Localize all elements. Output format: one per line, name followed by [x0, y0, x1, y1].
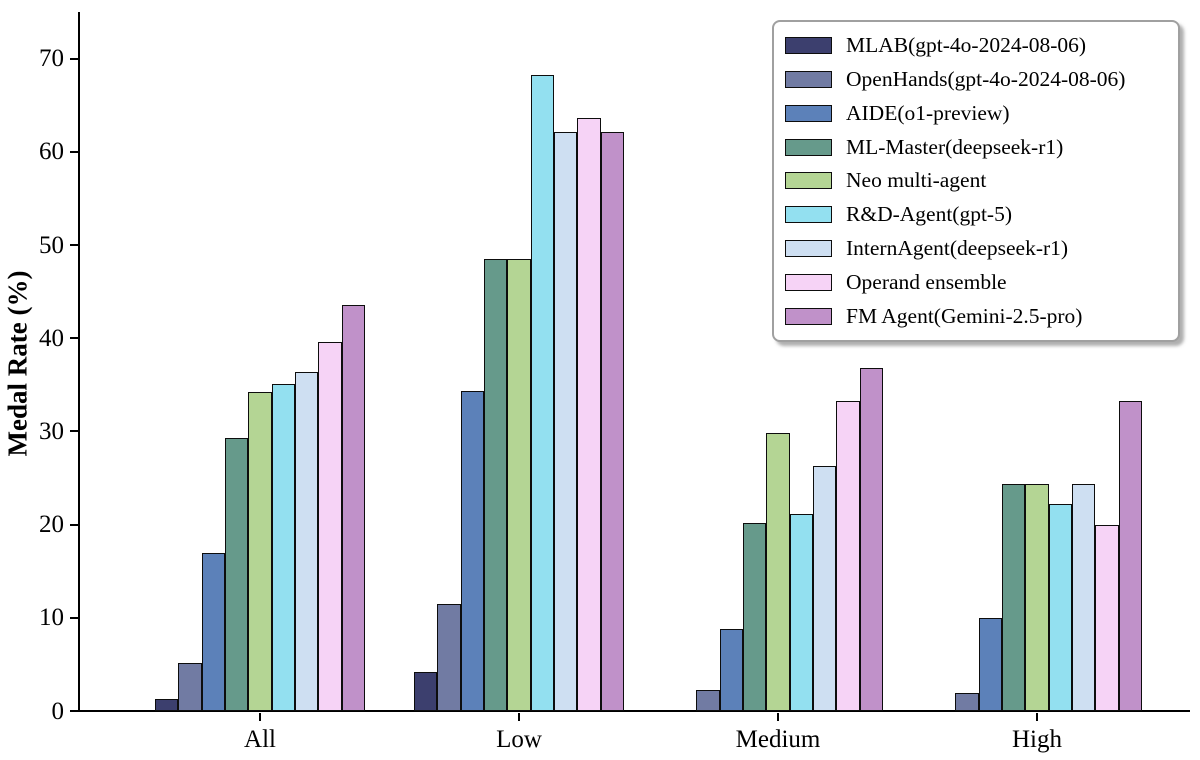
legend-item: Operand ensemble [785, 270, 1170, 295]
legend-label: Operand ensemble [846, 269, 1007, 294]
legend-swatch [785, 71, 832, 89]
bar [719, 628, 744, 711]
bar [294, 371, 319, 711]
legend-swatch [785, 138, 832, 156]
y-tick-mark [70, 57, 78, 60]
legend-item: FM Agent(Gemini-2.5-pro) [785, 304, 1170, 329]
legend-swatch [785, 307, 832, 325]
legend-label: OpenHands(gpt-4o-2024-08-06) [846, 67, 1126, 92]
legend-swatch [785, 172, 832, 190]
x-tick-mark [259, 713, 261, 721]
bar [553, 132, 578, 711]
x-tick-label-all: All [244, 726, 276, 753]
legend-swatch [785, 37, 832, 55]
legend-item: Neo multi-agent [785, 168, 1170, 193]
bar [696, 690, 720, 711]
bar [859, 368, 883, 711]
y-tick-label: 10 [39, 604, 64, 632]
y-tick-mark [70, 150, 78, 153]
legend-swatch [785, 273, 832, 291]
bar [1048, 504, 1072, 711]
legend-item: InternAgent(deepseek-r1) [785, 236, 1170, 261]
bar [530, 75, 554, 711]
y-tick-mark [70, 523, 78, 526]
y-axis-spine [78, 12, 80, 712]
legend-swatch [785, 104, 832, 122]
bar [577, 118, 601, 711]
bar [414, 671, 438, 711]
bar [271, 383, 295, 711]
legend-label: AIDE(o1-preview) [846, 100, 1010, 125]
y-tick-mark [70, 616, 78, 619]
bar [1002, 483, 1026, 711]
y-tick-label: 0 [51, 697, 65, 725]
bar [1095, 524, 1119, 711]
x-tick-label-high: High [1012, 726, 1062, 753]
bar [836, 400, 860, 711]
legend-item: AIDE(o1-preview) [785, 101, 1170, 126]
y-tick-label: 60 [39, 138, 64, 166]
bar [341, 304, 365, 711]
bar [201, 553, 226, 711]
x-tick-label-low: Low [496, 726, 542, 753]
bar [155, 698, 179, 711]
bar [507, 258, 531, 711]
x-tick-mark [777, 713, 779, 721]
bar [600, 132, 624, 711]
legend-item: R&D-Agent(gpt-5) [785, 202, 1170, 227]
legend-label: MLAB(gpt-4o-2024-08-06) [846, 33, 1087, 58]
bar [978, 617, 1003, 711]
legend: MLAB(gpt-4o-2024-08-06) OpenHands(gpt-4o-… [772, 20, 1180, 342]
legend-label: FM Agent(Gemini-2.5-pro) [846, 303, 1083, 328]
bar [789, 514, 813, 711]
y-tick-mark [70, 710, 78, 712]
x-tick-mark [1036, 713, 1038, 721]
legend-item: ML-Master(deepseek-r1) [785, 135, 1170, 160]
y-tick-mark [70, 337, 78, 340]
x-tick-mark [518, 713, 520, 721]
bar [1118, 400, 1142, 711]
bar [1025, 483, 1049, 711]
legend-label: ML-Master(deepseek-r1) [846, 134, 1064, 159]
bar [225, 437, 249, 711]
y-tick-mark [70, 244, 78, 246]
y-tick-label: 40 [39, 324, 64, 352]
legend-swatch [785, 206, 832, 224]
bar [178, 663, 202, 711]
legend-label: R&D-Agent(gpt-5) [846, 202, 1012, 227]
bar [460, 391, 485, 711]
x-axis-spine [78, 710, 1190, 712]
x-tick-label-medium: Medium [735, 726, 821, 753]
bar [955, 693, 979, 711]
bar [812, 465, 837, 711]
y-tick-label: 20 [39, 511, 64, 539]
legend-item: MLAB(gpt-4o-2024-08-06) [785, 33, 1170, 58]
legend-label: InternAgent(deepseek-r1) [846, 235, 1069, 260]
legend-item: OpenHands(gpt-4o-2024-08-06) [785, 67, 1170, 92]
bar [318, 341, 342, 711]
bar [484, 258, 508, 711]
bar [743, 522, 767, 711]
bar [1071, 483, 1096, 711]
y-tick-label: 50 [39, 231, 64, 259]
bar [437, 603, 461, 711]
bar [248, 392, 272, 711]
y-tick-mark [70, 430, 78, 433]
bar [766, 433, 790, 711]
y-tick-label: 30 [39, 417, 64, 445]
y-tick-label: 70 [39, 45, 64, 73]
legend-swatch [785, 239, 832, 257]
legend-label: Neo multi-agent [846, 168, 987, 193]
